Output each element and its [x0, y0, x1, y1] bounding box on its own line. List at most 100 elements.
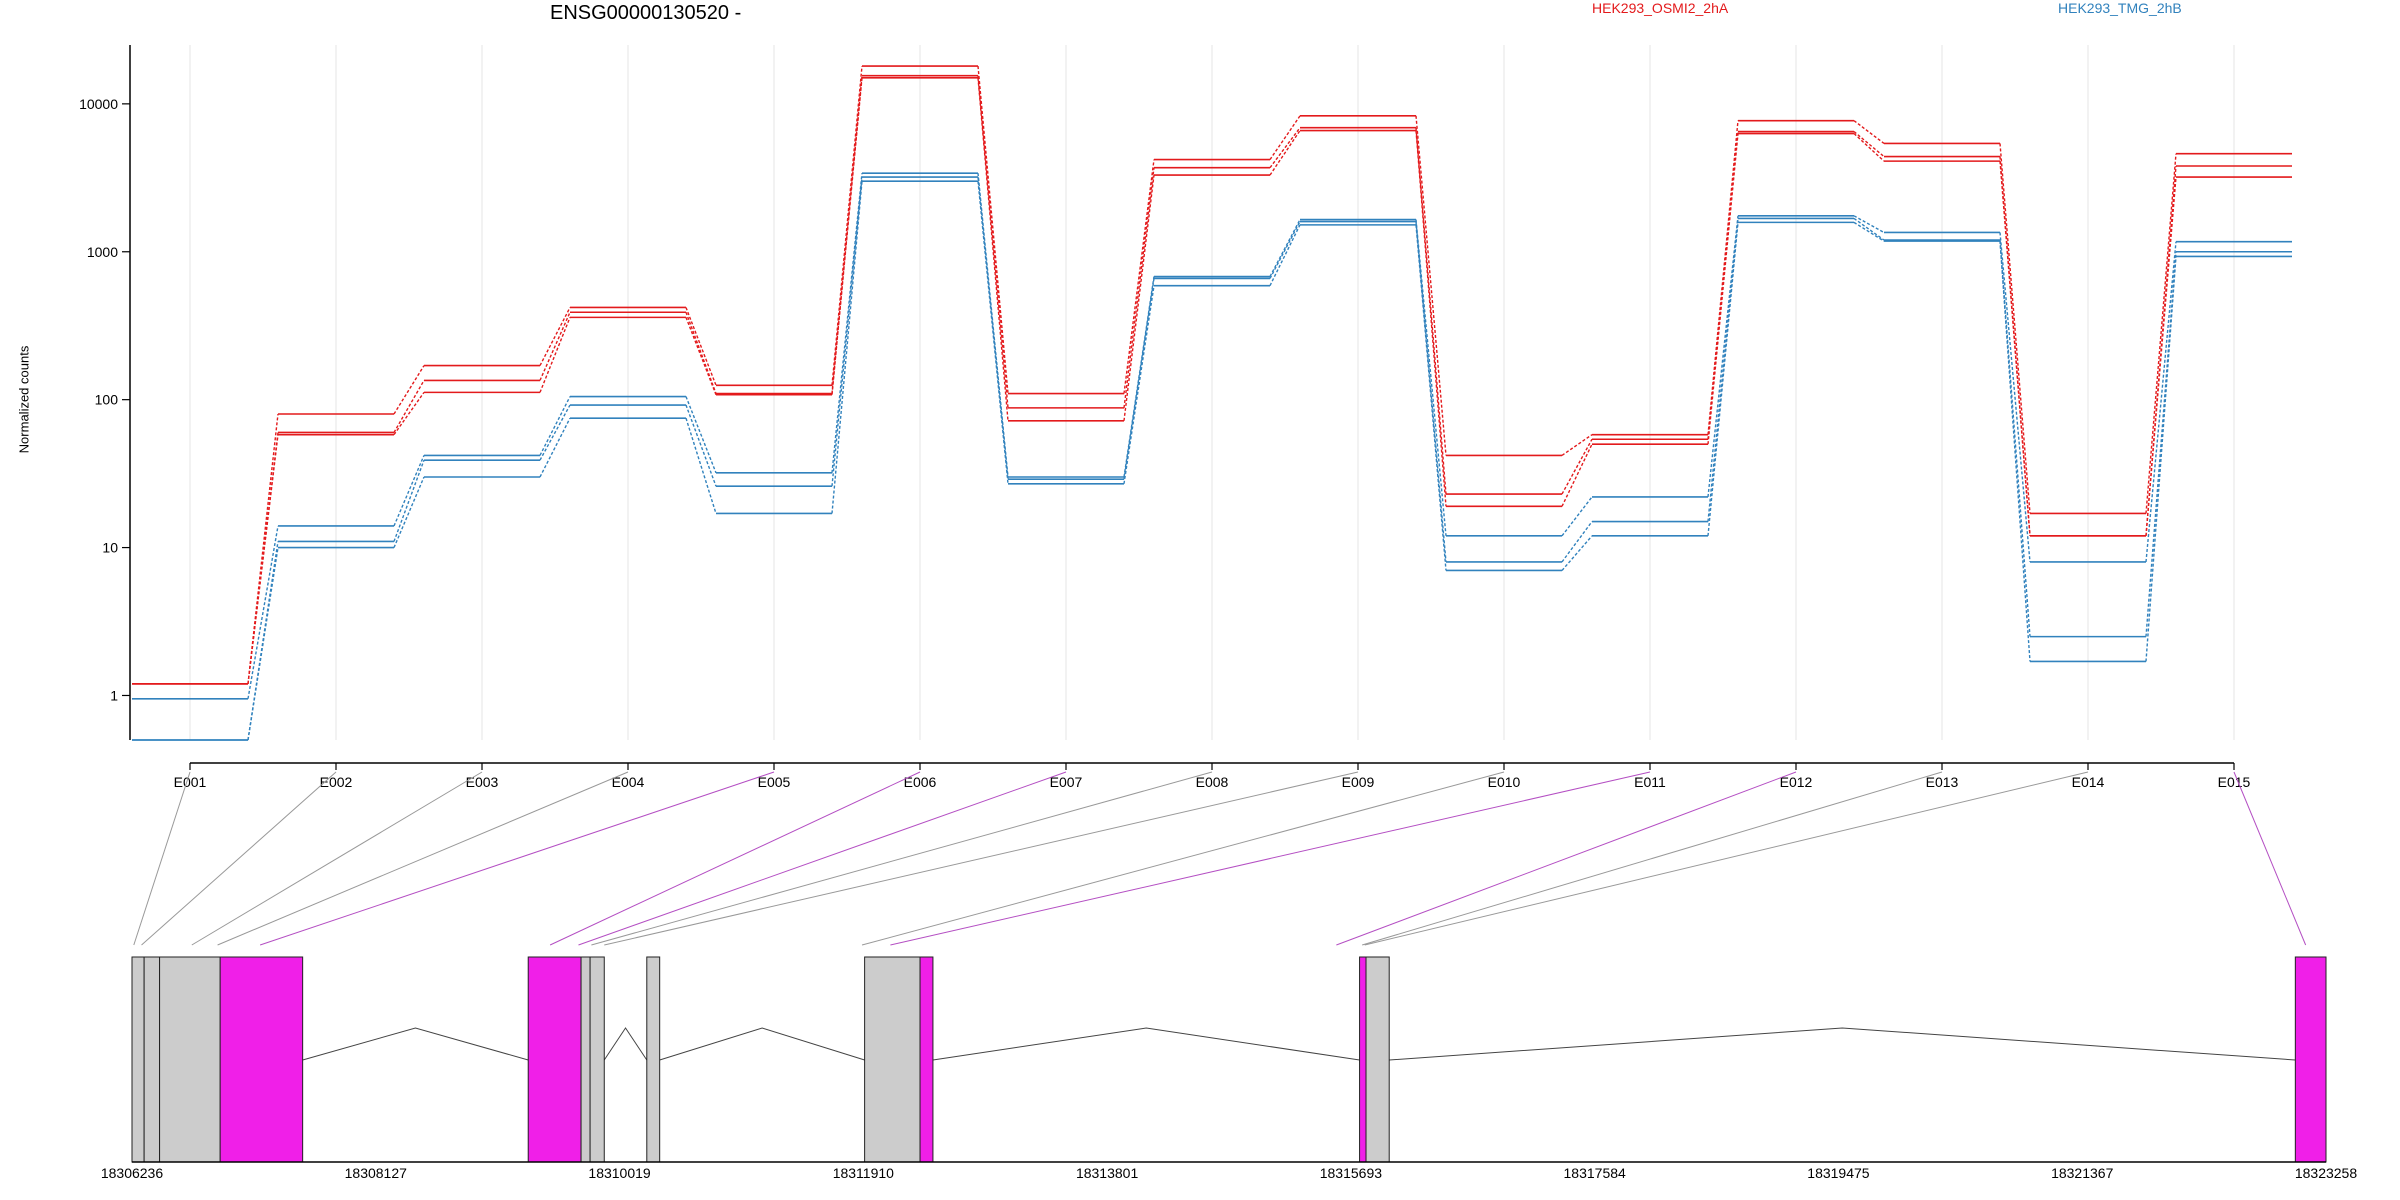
series-connector	[394, 460, 424, 541]
series-connector	[1854, 222, 1884, 241]
series-connector	[832, 173, 862, 473]
series-connector	[394, 477, 424, 548]
series-connector	[1124, 168, 1154, 408]
genomic-tick-label: 18315693	[1320, 1165, 1383, 1181]
x-tick-label: E009	[1342, 774, 1375, 790]
y-tick-label: 1000	[87, 244, 118, 260]
gene-model: 18306236 18308127 18310019 18311910 18313801…	[101, 957, 2358, 1181]
x-tick-label: E005	[758, 774, 791, 790]
genomic-tick-label: 18310019	[588, 1165, 651, 1181]
exon-block-significant	[1360, 957, 1366, 1162]
exon-block	[590, 957, 604, 1162]
series-connector	[2000, 240, 2030, 637]
series-connector	[2000, 232, 2030, 561]
series-connector	[1854, 218, 1884, 240]
series-connector	[1708, 134, 1738, 445]
series-connector	[540, 317, 570, 392]
series-connector	[394, 455, 424, 526]
intron	[303, 1028, 529, 1060]
y-tick-label: 100	[95, 392, 119, 408]
y-axis-label: Normalized counts	[17, 336, 32, 464]
link-e008	[591, 772, 1212, 945]
series-connector	[1562, 522, 1592, 562]
exon-block	[865, 957, 920, 1162]
series-connector	[1854, 216, 1884, 233]
exon-block	[160, 957, 221, 1162]
series-connector	[1854, 132, 1884, 157]
x-tick-label: E015	[2218, 774, 2251, 790]
exon-block	[132, 957, 144, 1162]
chart-title: ENSG00000130520 -	[550, 2, 741, 25]
series-connector	[1270, 128, 1300, 168]
x-tick-label: E006	[904, 774, 937, 790]
series-connector	[978, 66, 1008, 393]
series-connector	[686, 317, 716, 394]
x-tick-label: E010	[1488, 774, 1521, 790]
exon-block-significant	[920, 957, 933, 1162]
link-e013	[1362, 772, 1942, 945]
series-connector	[1562, 444, 1592, 506]
genomic-tick-label: 18313801	[1076, 1165, 1139, 1181]
genomic-tick-label: 18323258	[2295, 1165, 2358, 1181]
series-connector	[1708, 222, 1738, 535]
intron	[660, 1028, 865, 1060]
series-connector	[540, 312, 570, 380]
series-connector	[1854, 121, 1884, 144]
genomic-tick-label: 18306236	[101, 1165, 164, 1181]
series-connector	[394, 366, 424, 414]
genomic-tick-label: 18311910	[833, 1165, 894, 1181]
link-e011	[890, 772, 1650, 945]
series-connector	[1708, 218, 1738, 521]
series-connector	[1562, 439, 1592, 494]
y-tick-label: 10000	[79, 96, 118, 112]
x-tick-label: E003	[466, 774, 499, 790]
series-connector	[1562, 497, 1592, 536]
y-tick-label: 1	[110, 687, 118, 703]
series-connector	[686, 418, 716, 513]
link-e015	[2234, 772, 2306, 945]
intron	[604, 1028, 647, 1060]
exon-block	[647, 957, 660, 1162]
series-connector	[1562, 435, 1592, 456]
exon-links	[134, 772, 2306, 945]
series-connector	[540, 405, 570, 460]
intron	[1389, 1028, 2295, 1060]
x-tick-label: E008	[1196, 774, 1229, 790]
link-e006	[550, 772, 920, 945]
x-tick-label: E014	[2072, 774, 2105, 790]
series-connector	[1854, 134, 1884, 162]
link-e004	[218, 772, 628, 945]
series-connector	[2146, 256, 2176, 661]
link-e007	[578, 772, 1066, 945]
genomic-tick-label: 18321367	[2051, 1165, 2114, 1181]
genomic-tick-label: 18317584	[1564, 1165, 1627, 1181]
link-e001	[134, 772, 190, 945]
series-connector	[1416, 131, 1446, 507]
exon-block	[581, 957, 590, 1162]
series-connector	[248, 435, 278, 684]
series-connector	[540, 307, 570, 365]
link-e009	[604, 772, 1358, 945]
legend-item-tmg: HEK293_TMG_2hB	[2058, 0, 2182, 16]
x-tick-label: E013	[1926, 774, 1959, 790]
x-tick-label: E001	[174, 774, 207, 790]
series-connector	[686, 312, 716, 393]
series-connector	[1270, 225, 1300, 286]
link-e002	[142, 772, 336, 945]
exon-block-significant	[220, 957, 302, 1162]
series-connector	[394, 392, 424, 434]
exon-block-significant	[2295, 957, 2326, 1162]
series-connector	[2000, 161, 2030, 536]
link-e010	[862, 772, 1504, 945]
series-connector	[1270, 220, 1300, 277]
series-connector	[1270, 222, 1300, 279]
genomic-tick-label: 18319475	[1807, 1165, 1870, 1181]
intron	[933, 1028, 1360, 1060]
series-connector	[978, 78, 1008, 421]
x-tick-label: E011	[1634, 774, 1666, 790]
series-connector	[686, 405, 716, 486]
series-connector	[394, 380, 424, 432]
series-connector	[686, 307, 716, 385]
exon-block	[1366, 957, 1389, 1162]
